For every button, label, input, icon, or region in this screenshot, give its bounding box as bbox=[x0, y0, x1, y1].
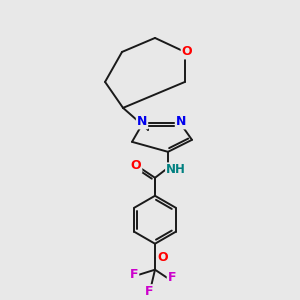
Text: F: F bbox=[168, 271, 176, 284]
Text: N: N bbox=[137, 116, 147, 128]
Text: NH: NH bbox=[166, 163, 186, 176]
Text: F: F bbox=[130, 268, 138, 281]
Text: N: N bbox=[176, 116, 186, 128]
Text: O: O bbox=[182, 45, 192, 58]
Text: O: O bbox=[158, 251, 168, 264]
Text: F: F bbox=[145, 285, 153, 298]
Text: O: O bbox=[131, 159, 141, 172]
